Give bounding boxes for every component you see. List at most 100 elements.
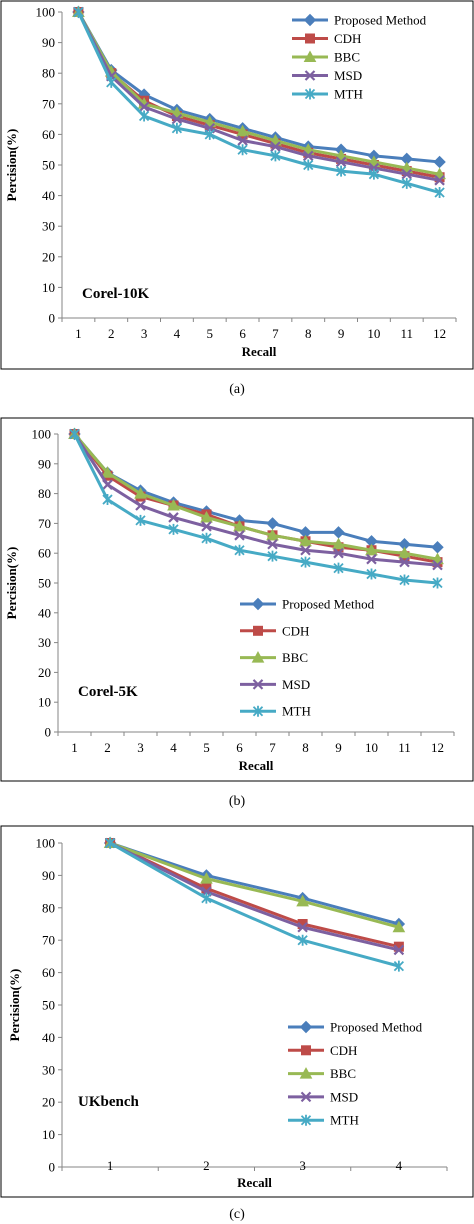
data-point-legend-proposed-method-0 [303,13,317,27]
data-point-mth-6 [270,150,281,162]
legend-entry: MSD [240,677,310,692]
legend-entry: MTH [288,1113,359,1128]
data-point-msd-10 [401,168,413,180]
data-point-mth-3 [171,122,183,134]
legend-entry: CDH [288,1043,357,1058]
figure-caption: (c) [229,1207,245,1222]
data-point-mth-1 [201,892,212,904]
y-tick-label: 20 [42,1095,55,1110]
x-tick-label: 5 [207,326,214,341]
data-point-bbc-8 [332,537,345,550]
series-mth [104,837,405,972]
y-tick-label: 60 [42,965,55,980]
y-tick-label: 0 [49,1160,56,1175]
x-tick-label: 9 [335,740,342,755]
series-msd [69,428,443,571]
series-line [73,433,438,567]
series-line [109,841,400,929]
series-msd [73,6,445,186]
data-point-bbc-4 [200,510,213,523]
data-point-legend-bbc-2 [299,1067,313,1079]
data-point-mth-4 [204,128,215,140]
y-tick-label: 100 [36,5,56,20]
legend-entry: Proposed Method [288,1020,423,1035]
data-point-legend-cdh-1 [253,625,263,636]
legend-entry: MSD [292,68,362,83]
x-axis-label: Recall [239,758,274,773]
data-point-mth-3 [393,960,405,972]
legend-label: MTH [330,1113,359,1128]
data-point-bbc-2 [296,894,309,907]
data-point-legend-msd-3 [252,679,264,690]
data-point-msd-5 [237,135,248,146]
legend-label: BBC [334,50,360,65]
data-point-bbc-1 [200,872,213,884]
series-line [109,841,400,952]
data-point-msd-1 [102,479,113,490]
data-point-mth-8 [335,165,347,177]
data-point-msd-2 [297,921,308,933]
legend-entry: BBC [240,650,308,665]
data-point-mth-5 [237,144,248,156]
y-tick-label: 40 [42,188,55,203]
data-point-msd-4 [201,521,212,532]
y-tick-label: 90 [42,35,55,50]
figure-caption: (b) [229,794,246,809]
y-tick-label: 20 [38,665,51,680]
x-tick-label: 9 [338,326,345,341]
legend-label: MTH [334,87,363,102]
series-line [109,841,400,926]
series-bbc [103,836,406,933]
series-line [73,433,438,561]
data-point-msd-6 [267,538,278,550]
x-tick-label: 5 [203,740,210,755]
x-tick-label: 3 [299,1158,306,1173]
y-tick-label: 10 [42,280,55,295]
data-point-legend-msd-3 [304,70,316,81]
x-tick-label: 2 [108,326,115,341]
data-point-msd-3 [393,944,405,956]
data-point-msd-9 [366,553,377,565]
data-point-legend-proposed-method-0 [299,1020,313,1034]
chart-frame [0,825,474,1198]
x-tick-label: 11 [400,326,413,341]
legend-entry: BBC [288,1066,356,1081]
data-point-msd-3 [171,113,183,125]
y-tick-label: 80 [42,900,55,915]
legend-label: MSD [330,1089,358,1104]
data-point-mth-7 [300,556,311,568]
data-point-mth-0 [104,837,116,849]
data-point-mth-7 [303,159,314,171]
y-axis-label: Percision(%) [7,969,22,1042]
data-point-msd-7 [302,150,314,162]
data-point-msd-5 [234,530,245,541]
y-tick-label: 40 [38,605,51,620]
data-point-mth-11 [434,187,445,199]
data-point-mth-1 [102,494,113,506]
data-point-msd-8 [335,156,347,168]
x-tick-label: 11 [398,740,411,755]
data-point-bbc-5 [233,519,246,532]
y-tick-label: 70 [38,516,51,531]
series-line [77,11,440,182]
series-line [77,11,440,176]
data-point-bbc-9 [365,543,378,556]
y-tick-label: 70 [42,933,55,948]
x-tick-label: 1 [71,740,78,755]
y-tick-label: 20 [42,249,55,264]
data-point-legend-mth-4 [252,705,264,717]
data-point-mth-0 [73,6,84,18]
x-tick-label: 4 [396,1158,403,1173]
x-tick-label: 10 [365,740,378,755]
figure-caption: (a) [229,382,245,397]
data-point-legend-msd-3 [300,1091,312,1103]
y-tick-label: 0 [49,311,56,326]
y-tick-label: 10 [42,1127,55,1142]
y-tick-label: 30 [42,219,55,234]
y-tick-label: 90 [42,868,55,883]
x-tick-label: 8 [305,326,312,341]
y-tick-label: 80 [38,486,51,501]
y-tick-label: 70 [42,96,55,111]
y-tick-label: 10 [38,695,51,710]
